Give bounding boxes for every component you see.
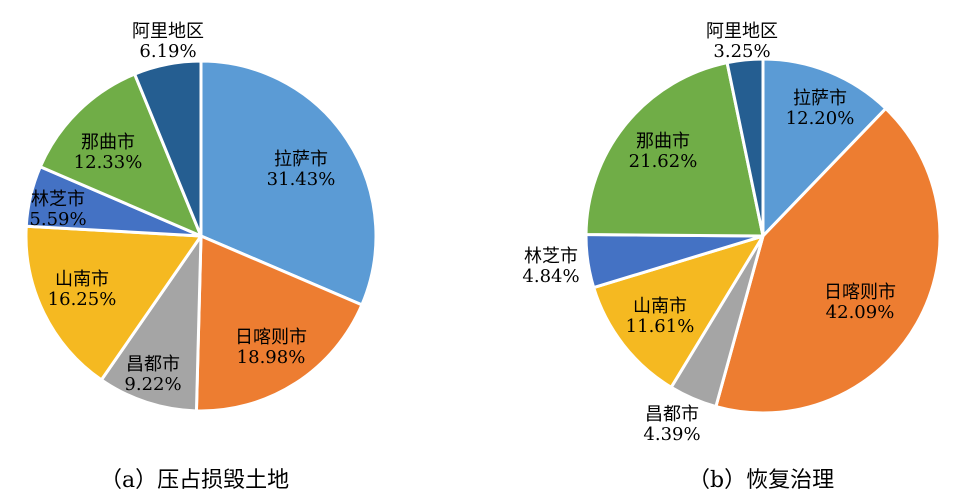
pie-b-value-ngari: 3.25% bbox=[713, 41, 770, 62]
pie-a-slice-lhasa bbox=[199, 59, 378, 307]
pie-b-label-shannan: 山南市 bbox=[633, 296, 687, 317]
pie-a-value-nyingchi: 5.59% bbox=[29, 209, 86, 230]
pie-a-label-lhasa: 拉萨市 bbox=[274, 149, 328, 170]
pie-b-value-shannan: 11.61% bbox=[626, 316, 695, 337]
pie-a-value-lhasa: 31.43% bbox=[267, 169, 336, 190]
pie-a-slice-chamdo bbox=[99, 234, 203, 413]
pie-a-value-ngari: 6.19% bbox=[139, 41, 196, 62]
pie-b-slice-shigatse bbox=[714, 107, 942, 415]
pie-a-slice-ngari bbox=[133, 59, 203, 238]
pie-b-slice-ngari bbox=[725, 57, 765, 238]
pie-a-value-shigatse: 18.98% bbox=[237, 347, 306, 368]
pie-b-label-ngari: 阿里地区 bbox=[706, 21, 778, 42]
pie-b-value-chamdo: 4.39% bbox=[643, 424, 700, 445]
pie-b-value-nyingchi: 4.84% bbox=[522, 266, 579, 287]
pie-b-label-nyingchi: 林芝市 bbox=[524, 246, 578, 267]
pie-a-slice-shannan bbox=[24, 224, 203, 382]
pie-a-label-nyingchi: 林芝市 bbox=[31, 189, 85, 210]
pie-a-label-shannan: 山南市 bbox=[55, 269, 109, 290]
pie-b-label-nagqu: 那曲市 bbox=[636, 131, 690, 152]
pie-b-slice-nagqu bbox=[584, 61, 765, 238]
pie-b-slice-lhasa bbox=[761, 57, 888, 238]
pie-a-value-nagqu: 12.33% bbox=[74, 152, 143, 173]
pie-b-value-shigatse: 42.09% bbox=[826, 302, 895, 323]
pie-b-label-lhasa: 拉萨市 bbox=[793, 88, 847, 109]
pie-a-label-ngari: 阿里地区 bbox=[132, 21, 204, 42]
caption-a: （a）压占损毁土地 bbox=[100, 468, 290, 493]
pie-b-label-shigatse: 日喀则市 bbox=[824, 282, 896, 303]
caption-b: （b）恢复治理 bbox=[688, 468, 835, 493]
pie-b-slice-shannan bbox=[592, 234, 765, 389]
pie-b-label-chamdo: 昌都市 bbox=[645, 404, 699, 425]
pie-charts: 拉萨市31.43%日喀则市18.98%昌都市9.22%山南市16.25%林芝市5… bbox=[24, 21, 942, 445]
pie-a-slice-shigatse bbox=[194, 234, 364, 413]
pie-b-value-nagqu: 21.62% bbox=[629, 151, 698, 172]
pie-a-label-nagqu: 那曲市 bbox=[81, 132, 135, 153]
pie-a-slice-nagqu bbox=[38, 72, 203, 238]
pie-a-label-chamdo: 昌都市 bbox=[126, 354, 180, 375]
pie-b-value-lhasa: 12.20% bbox=[786, 108, 855, 129]
pie-a-value-shannan: 16.25% bbox=[48, 289, 117, 310]
pie-a-label-shigatse: 日喀则市 bbox=[235, 327, 307, 348]
pie-a-value-chamdo: 9.22% bbox=[124, 374, 181, 395]
